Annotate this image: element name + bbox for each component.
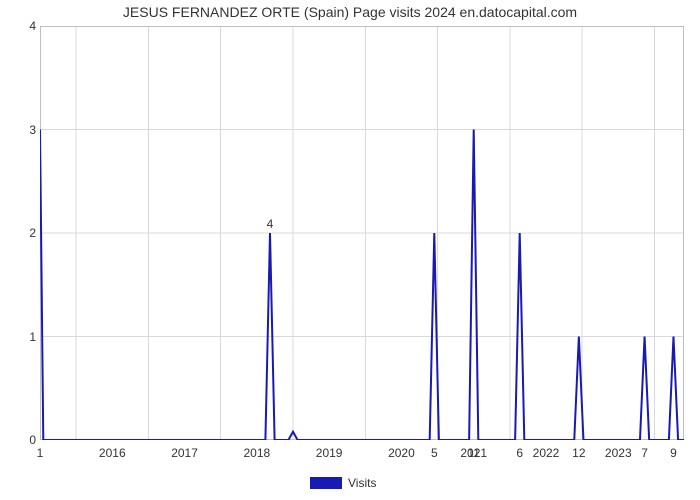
spike-label: 4 — [258, 217, 282, 231]
x-tick-label: 2019 — [304, 446, 354, 460]
chart-title: JESUS FERNANDEZ ORTE (Spain) Page visits… — [0, 4, 700, 20]
y-tick-label: 1 — [10, 330, 36, 344]
x-tick-label: 2017 — [160, 446, 210, 460]
legend: Visits — [310, 476, 376, 490]
spike-label: 6 — [508, 446, 532, 460]
spike-label: 11 — [462, 446, 486, 460]
plot-area — [40, 26, 684, 440]
x-tick-label: 2016 — [87, 446, 137, 460]
y-tick-label: 4 — [10, 19, 36, 33]
y-tick-label: 2 — [10, 226, 36, 240]
spike-label: 1 — [28, 446, 52, 460]
spike-label: 7 — [633, 446, 657, 460]
x-tick-label: 2018 — [232, 446, 282, 460]
plot-svg — [40, 26, 684, 440]
legend-label: Visits — [348, 476, 376, 490]
spike-label: 9 — [661, 446, 685, 460]
y-tick-label: 0 — [10, 433, 36, 447]
y-tick-label: 3 — [10, 123, 36, 137]
x-tick-label: 2020 — [376, 446, 426, 460]
spike-label: 12 — [567, 446, 591, 460]
legend-swatch — [310, 477, 342, 489]
spike-label: 5 — [422, 446, 446, 460]
visits-chart: JESUS FERNANDEZ ORTE (Spain) Page visits… — [0, 0, 700, 500]
